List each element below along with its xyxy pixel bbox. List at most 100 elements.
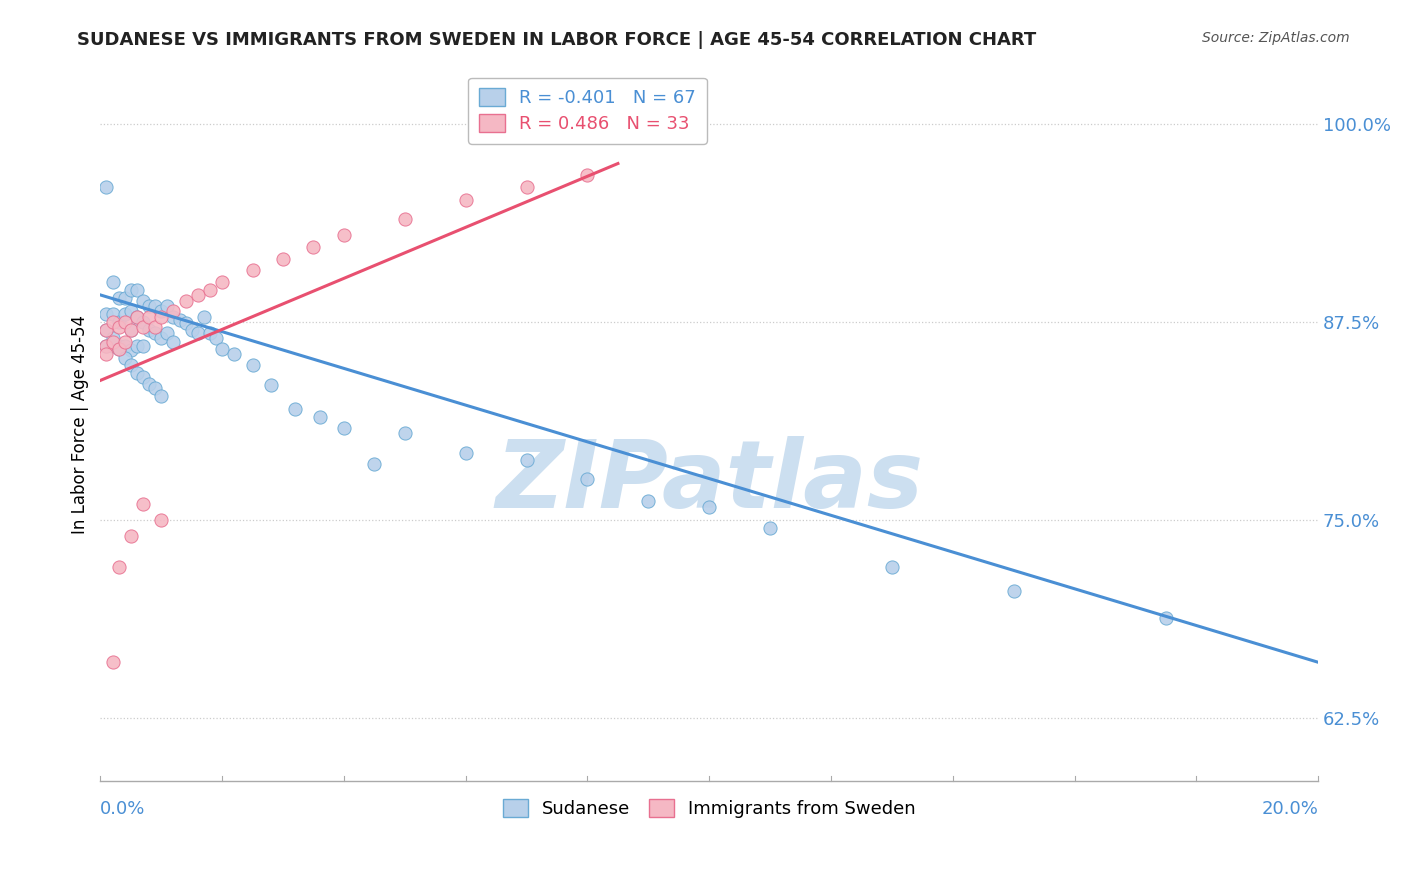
Point (880, 560, 903, 574)
Point (193, 310, 215, 324)
Point (101, 331, 124, 345)
Point (198, 283, 221, 297)
Point (101, 275, 124, 289)
Point (162, 335, 184, 350)
Point (96, 346, 118, 360)
Point (150, 310, 173, 324)
Point (120, 343, 142, 358)
Point (138, 299, 160, 313)
Point (96, 338, 118, 352)
Point (132, 294, 155, 309)
Point (101, 315, 124, 329)
Point (180, 323, 202, 337)
Point (143, 381, 166, 395)
Point (96, 323, 118, 337)
Point (242, 358, 264, 372)
Point (150, 303, 173, 318)
Point (637, 493, 659, 508)
Point (156, 299, 179, 313)
Point (150, 513, 173, 527)
Point (187, 288, 209, 302)
Point (120, 303, 142, 318)
Point (120, 323, 142, 337)
Point (1002, 584, 1025, 599)
Text: 0.0%: 0.0% (100, 800, 146, 818)
Point (101, 338, 124, 352)
Point (107, 319, 129, 334)
Point (138, 310, 160, 324)
Point (156, 326, 179, 340)
Point (333, 227, 356, 242)
Point (143, 319, 166, 334)
Point (211, 342, 233, 356)
Point (187, 326, 209, 340)
Y-axis label: In Labor Force | Age 45-54: In Labor Force | Age 45-54 (72, 315, 89, 534)
Point (107, 342, 129, 356)
Point (120, 528, 142, 542)
Point (101, 335, 124, 350)
Point (107, 560, 129, 574)
Point (271, 252, 294, 266)
Point (198, 326, 221, 340)
Text: Source: ZipAtlas.com: Source: ZipAtlas.com (1202, 31, 1350, 45)
Point (174, 294, 197, 309)
Point (697, 500, 720, 514)
Point (394, 211, 416, 226)
Point (114, 338, 136, 352)
Legend: Sudanese, Immigrants from Sweden: Sudanese, Immigrants from Sweden (495, 792, 924, 825)
Point (96, 307, 118, 321)
Point (107, 315, 129, 329)
Point (759, 521, 782, 535)
Text: 20.0%: 20.0% (1261, 800, 1319, 818)
Point (516, 180, 538, 194)
Point (242, 262, 264, 277)
Point (132, 370, 155, 384)
Point (96, 323, 118, 337)
Point (143, 299, 166, 313)
Point (125, 310, 148, 324)
Point (150, 389, 173, 403)
Point (138, 376, 160, 391)
Point (224, 346, 246, 360)
Point (333, 421, 356, 435)
Point (302, 240, 325, 254)
Point (132, 338, 155, 352)
Point (394, 425, 416, 440)
Point (96, 338, 118, 352)
Point (125, 283, 148, 297)
Point (454, 446, 477, 460)
Point (308, 409, 330, 424)
Point (101, 655, 124, 669)
Point (174, 317, 197, 331)
Point (143, 326, 166, 340)
Point (162, 303, 184, 318)
Point (132, 315, 155, 329)
Point (125, 366, 148, 380)
Point (101, 307, 124, 321)
Point (107, 291, 129, 305)
Point (107, 342, 129, 356)
Text: SUDANESE VS IMMIGRANTS FROM SWEDEN IN LABOR FORCE | AGE 45-54 CORRELATION CHART: SUDANESE VS IMMIGRANTS FROM SWEDEN IN LA… (77, 31, 1036, 49)
Point (454, 193, 477, 207)
Point (516, 452, 538, 467)
Point (260, 378, 283, 392)
Point (114, 335, 136, 350)
Point (114, 315, 136, 329)
Point (132, 497, 155, 511)
Point (138, 323, 160, 337)
Point (132, 319, 155, 334)
Point (363, 458, 385, 472)
Point (114, 291, 136, 305)
Point (162, 310, 184, 324)
Point (1154, 611, 1177, 625)
Point (150, 331, 173, 345)
Point (120, 358, 142, 372)
Point (205, 331, 228, 345)
Point (284, 401, 307, 416)
Point (120, 323, 142, 337)
Point (169, 313, 191, 327)
Point (96, 180, 118, 194)
Point (576, 472, 599, 486)
Point (120, 283, 142, 297)
Point (576, 168, 599, 182)
